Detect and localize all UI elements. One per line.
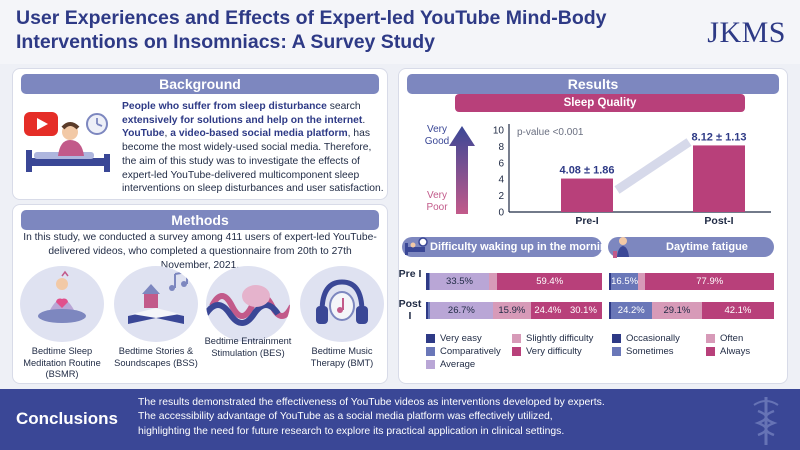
stack-segment: 59.4% — [497, 273, 602, 290]
sq-tick-label: 0 — [498, 208, 504, 219]
results-panel: Results — [398, 68, 788, 384]
very-poor-label: Very Poor — [426, 190, 448, 213]
stack-segment: 15.9% — [493, 302, 531, 319]
sq-tick-label: 10 — [493, 126, 505, 137]
background-text: People who suffer from sleep disturbance… — [122, 101, 384, 195]
sq-category-label: Pre-I — [575, 215, 598, 227]
journal-logo: JKMS — [707, 16, 786, 49]
stack-segment — [428, 273, 431, 290]
sleepless-person-illustration — [24, 112, 110, 172]
methods-heading: Methods — [21, 210, 379, 230]
legend-slightly-difficulty: Slightly difficulty — [512, 333, 593, 344]
improvement-arrow — [614, 138, 692, 194]
stack-segment: 16.5% — [610, 273, 639, 290]
quality-arrow-icon — [449, 126, 475, 214]
stack-segment — [426, 273, 429, 290]
legend-occasionally: Occasionally — [612, 333, 680, 344]
sq-tick-label: 6 — [498, 158, 504, 169]
stack-segment-label: 30.1% — [569, 305, 597, 316]
stack-segment — [638, 273, 646, 290]
difficulty-pre-bar: 33.5% 59.4% — [426, 273, 602, 290]
legend-comparatively: Comparatively — [426, 346, 501, 357]
very-good-label: Very Good — [424, 124, 450, 147]
legend-always: Always — [706, 346, 750, 357]
storybook-icon — [114, 266, 198, 342]
sleep-quality-chart: 0 2 4 6 8 10 p-value <0.001 4.08 ± 1.86 Pre-I 8.… — [449, 124, 771, 227]
stack-segment — [426, 302, 428, 319]
sq-bar — [693, 145, 745, 212]
sq-tick-label: 4 — [498, 175, 504, 186]
stack-segment-label: 24.4% — [534, 305, 562, 316]
legend-sometimes: Sometimes — [612, 346, 674, 357]
stack-segment: 24.4% 30.1% — [530, 302, 602, 319]
page-title: User Experiences and Effects of Expert-l… — [16, 7, 607, 53]
results-heading: Results — [407, 74, 779, 94]
row-label-post: Post I — [398, 298, 422, 322]
conclusions-text: The results demonstrated the effectivene… — [138, 397, 605, 437]
stack-segment — [609, 302, 611, 319]
legend-very-easy: Very easy — [426, 333, 482, 344]
legend-very-difficulty: Very difficulty — [512, 346, 582, 357]
legend-average: Average — [426, 359, 475, 370]
difficulty-heading: Difficulty waking up in the morning — [402, 235, 613, 259]
header: User Experiences and Effects of Expert-l… — [0, 0, 800, 64]
stack-segment: 26.7% — [429, 302, 494, 319]
row-label-pre: Pre I — [398, 268, 422, 280]
stack-segment: 33.5% — [430, 273, 489, 290]
bed-alarm-icon — [404, 235, 428, 259]
sq-category-label: Post-I — [704, 215, 733, 227]
background-heading: Background — [21, 74, 379, 94]
sq-bar-value-label: 8.12 ± 1.13 — [692, 131, 747, 143]
method-label-bes: Bedtime Entrainment Stimulation (BES) — [204, 336, 292, 358]
stack-segment — [609, 273, 611, 290]
method-label-bsmr: Bedtime Sleep Meditation Routine (BSMR) — [23, 346, 101, 379]
brainwave-icon — [206, 266, 290, 342]
sq-tick-label: 2 — [498, 191, 504, 202]
tired-person-icon — [612, 235, 634, 259]
stack-segment: 42.1% — [701, 302, 774, 319]
methods-intro: In this study, we conducted a survey amo… — [23, 232, 377, 271]
sq-bar-value-label: 4.08 ± 1.86 — [560, 165, 615, 177]
meditation-icon — [20, 266, 104, 342]
method-label-bss: Bedtime Stories & Soundscapes (BSS) — [114, 346, 198, 368]
fatigue-pre-bar: 16.5% 77.9% — [609, 273, 774, 290]
sq-tick-label: 8 — [498, 142, 504, 153]
caduceus-icon — [753, 397, 779, 445]
sq-bar — [561, 178, 613, 212]
fatigue-post-bar: 24.2% 29.1% 42.1% — [609, 302, 774, 319]
stack-segment: 77.9% — [645, 273, 774, 290]
sleep-quality-heading: Sleep Quality — [455, 94, 745, 112]
stack-segment: 24.2% — [610, 302, 652, 319]
conclusions-heading: Conclusions — [16, 409, 119, 428]
sq-pvalue-annotation: p-value <0.001 — [517, 127, 584, 138]
method-label-bmt: Bedtime Music Therapy (BMT) — [310, 346, 374, 368]
stack-segment: 29.1% — [651, 302, 702, 319]
fatigue-heading: Daytime fatigue — [608, 235, 774, 259]
conclusions-band: Conclusions The results demonstrated the… — [0, 389, 800, 450]
stack-segment — [427, 302, 430, 319]
difficulty-post-bar: 26.7% 15.9% 24.4% 30.1% — [426, 302, 602, 319]
headphones-icon — [300, 266, 384, 342]
stack-segment — [488, 273, 498, 290]
legend-often: Often — [706, 333, 743, 344]
